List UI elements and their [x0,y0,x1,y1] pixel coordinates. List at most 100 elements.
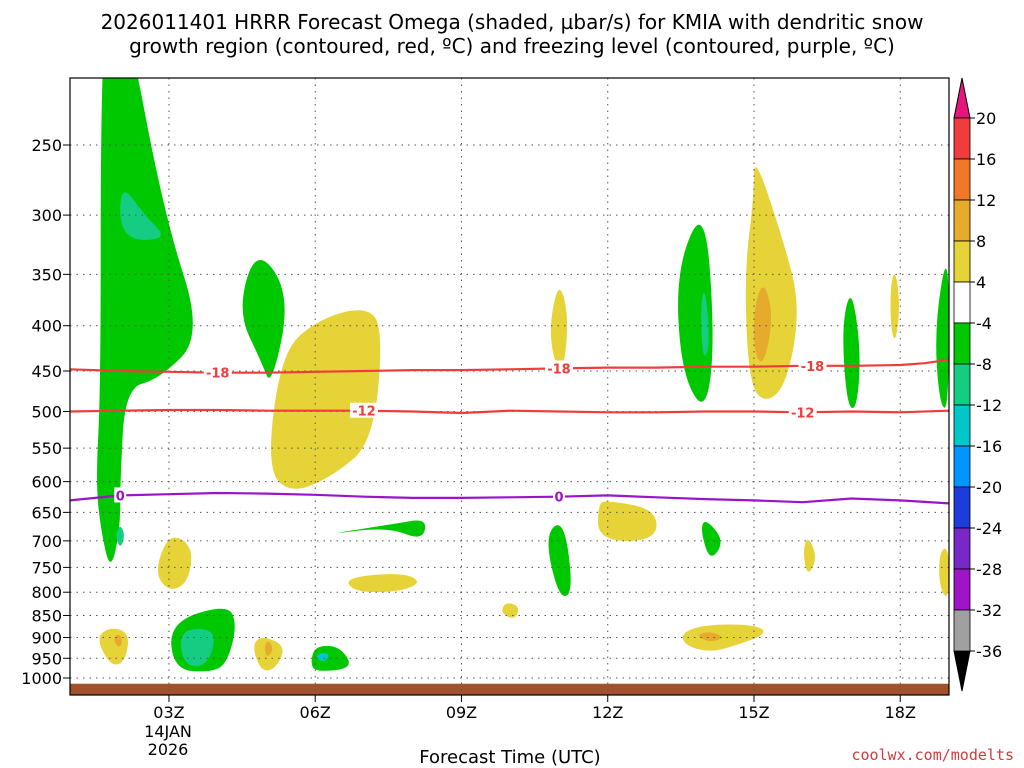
colorbar-label-6: -8 [976,355,992,374]
omega-region-24 [348,574,418,593]
omega-region-9 [548,525,571,597]
colorbar-label-11: -28 [976,560,1002,579]
colorbar-label-5: -4 [976,314,992,333]
x-tick-label-18Z: 18Z [885,703,916,722]
y-tick-label-700: 700 [31,532,62,551]
contour-label-bg-2-0 [114,487,127,503]
colorbar-label-10: -24 [976,519,1002,538]
colorbar-label-7: -12 [976,396,1002,415]
contour-label-0-0: -18 [206,367,230,382]
y-tick-label-450: 450 [31,362,62,381]
y-tick-label-950: 950 [31,649,62,668]
y-tick-label-750: 750 [31,558,62,577]
contour-labels: -18 -18 -18 -12 -12 0 0 [114,357,827,506]
y-tick-label-650: 650 [31,503,62,522]
contour-label-0-1: -18 [547,362,571,377]
colorbar-label-1: 16 [976,150,996,169]
colorbar-label-2: 12 [976,191,996,210]
omega-region-20 [158,537,192,589]
y-tick-label-500: 500 [31,403,62,422]
omega-region-10 [678,224,713,402]
colorbar-legend: 20 16 12 8 4 -4 -8 -12 -16 -20 -24 -28 -32 -36 [953,77,1002,692]
omega-region-23 [939,548,949,596]
y-tick-label-250: 250 [31,136,62,155]
y-tick-label-1000: 1000 [21,669,62,688]
colorbar-label-3: 8 [976,232,986,251]
colorbar-bin-12 [953,609,971,652]
omega-region-11 [701,292,709,356]
y-tick-label-550: 550 [31,439,62,458]
x-tick-label-03Z: 03Z [153,703,184,722]
colorbar-label-4: 4 [976,273,986,292]
contour-label-2-0: 0 [116,489,125,504]
colorbar-label-8: -16 [976,437,1002,456]
omega-region-29 [264,641,273,656]
contour-label-1-0: -12 [352,405,376,420]
omega-region-16 [550,289,568,368]
contour-label-0-2: -18 [801,360,825,375]
x-tick-label-09Z: 09Z [446,703,477,722]
omega-shaded-regions [97,78,949,672]
contour-label-bg-1-0 [349,402,378,418]
contour-line-2 [70,491,949,505]
x-tick-label-15Z: 15Z [738,703,769,722]
colorbar-label-0: 20 [976,109,996,128]
colorbar-label-12: -32 [976,601,1002,620]
contour-label-bg-2-1 [552,488,565,504]
omega-region-31 [699,632,722,642]
colorbar-under-triangle [953,650,971,692]
omega-region-30 [682,624,764,651]
colorbar-bin-1 [953,158,971,201]
x-tick-label-06Z: 06Z [300,703,331,722]
chart-title-line2: growth region (contoured, red, ºC) and f… [129,34,895,58]
x-tick-label-12Z: 12Z [592,703,623,722]
contour-label-bg-0-1 [544,360,573,376]
omega-region-12 [702,522,721,556]
omega-region-6 [180,628,214,667]
credit-text: coolwx.com/modelts [851,746,1014,764]
y-tick-label-400: 400 [31,317,62,336]
omega-region-1 [120,192,161,240]
omega-region-22 [803,539,815,572]
colorbar-bin-0 [953,117,971,160]
colorbar-bin-3 [953,240,971,283]
date-label-year: 2026 [148,740,189,759]
y-tick-label-300: 300 [31,206,62,225]
x-axis-label: Forecast Time (UTC) [419,747,600,768]
omega-region-18 [754,287,772,362]
colorbar-bin-10 [953,527,971,570]
y-tick-label-350: 350 [31,265,62,284]
y-tick-label-850: 850 [31,607,62,626]
contour-label-bg-1-1 [788,404,817,420]
surface-strip [70,683,949,695]
gridlines [70,78,949,695]
colorbar-over-triangle [953,77,971,119]
colorbar-bin-4 [953,281,971,324]
contour-label-1-1: -12 [791,406,815,421]
omega-region-25 [502,603,519,618]
y-tick-label-900: 900 [31,628,62,647]
time-axis: 03Z 06Z 09Z 12Z 15Z 18Z [153,695,916,722]
surface-ground [70,683,949,695]
omega-region-14 [936,268,949,408]
omega-region-3 [242,259,285,378]
contour-label-bg-0-2 [798,357,827,373]
plot-frame [69,77,950,696]
colorbar-label-9: -20 [976,478,1002,497]
plot-background [70,78,949,695]
colorbar-bin-7 [953,404,971,447]
colorbar-bin-2 [953,199,971,242]
y-tick-label-600: 600 [31,473,62,492]
omega-region-13 [843,297,860,409]
chart-title-line1: 2026011401 HRRR Forecast Omega (shaded, … [101,10,924,34]
colorbar-label-13: -36 [976,642,1002,661]
pressure-axis: 250 300 350 400 450 500 550 600 650 700 750 800 850 9… [21,136,70,688]
omega-region-4 [337,520,426,537]
omega-region-19 [890,274,899,339]
date-label-day: 14JAN [144,722,192,741]
omega-region-8 [316,652,329,661]
omega-region-15 [271,310,381,489]
colorbar-bin-8 [953,445,971,488]
colorbar-bin-11 [953,568,971,611]
